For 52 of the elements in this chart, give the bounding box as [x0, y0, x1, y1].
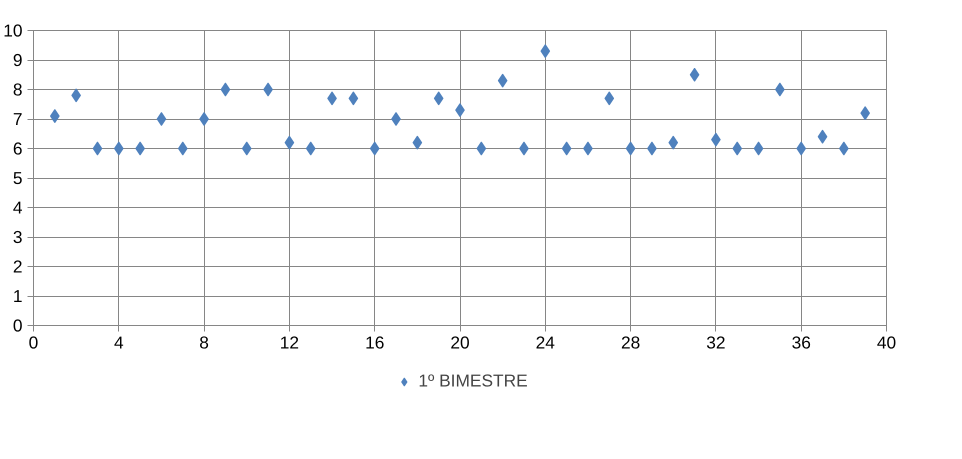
x-tick-label: 32 [706, 332, 726, 352]
y-tick-label: 6 [12, 138, 23, 158]
x-tick-label: 0 [28, 332, 38, 352]
point [263, 82, 273, 96]
x-tick-label: 36 [792, 332, 811, 352]
y-tick-label: 5 [12, 168, 23, 188]
point [775, 82, 785, 96]
y-tick-label: 3 [12, 227, 23, 247]
point [114, 142, 124, 156]
point [604, 91, 614, 106]
x-tick-label: 40 [876, 332, 896, 352]
point [434, 91, 444, 106]
point [540, 44, 550, 58]
point [754, 142, 764, 156]
point [519, 142, 529, 156]
point [370, 142, 380, 156]
point [860, 106, 870, 120]
point [178, 142, 188, 156]
point [583, 142, 593, 156]
point [668, 136, 678, 150]
point [50, 109, 60, 124]
y-tick-label: 10 [3, 20, 23, 40]
point [135, 142, 145, 156]
y-tick-label: 4 [12, 198, 23, 218]
x-tick-label: 20 [450, 332, 470, 352]
point [562, 142, 572, 156]
point [156, 112, 166, 126]
x-tick-label: 28 [620, 332, 640, 352]
y-tick-label: 9 [12, 50, 23, 70]
point [839, 142, 849, 156]
point [220, 82, 230, 96]
y-tick-label: 1 [12, 286, 23, 306]
y-tick-label: 7 [12, 109, 23, 129]
x-tick-label: 4 [114, 332, 124, 352]
point [476, 142, 486, 156]
x-tick-label: 8 [199, 332, 209, 352]
x-tick-label: 12 [280, 332, 300, 352]
point [242, 142, 252, 156]
point [796, 142, 806, 156]
point [647, 142, 657, 156]
x-tick-label: 24 [536, 332, 556, 352]
point [391, 112, 401, 126]
x-tick-label: 16 [365, 332, 384, 352]
point [306, 142, 316, 156]
point [199, 112, 209, 126]
y-tick-label: 2 [12, 256, 23, 276]
point [626, 142, 636, 156]
point [732, 142, 742, 156]
legend-label: 1º BIMESTRE [418, 370, 528, 392]
y-tick-label: 0 [12, 316, 23, 336]
y-tick-label: 8 [12, 80, 23, 100]
point [92, 142, 102, 156]
